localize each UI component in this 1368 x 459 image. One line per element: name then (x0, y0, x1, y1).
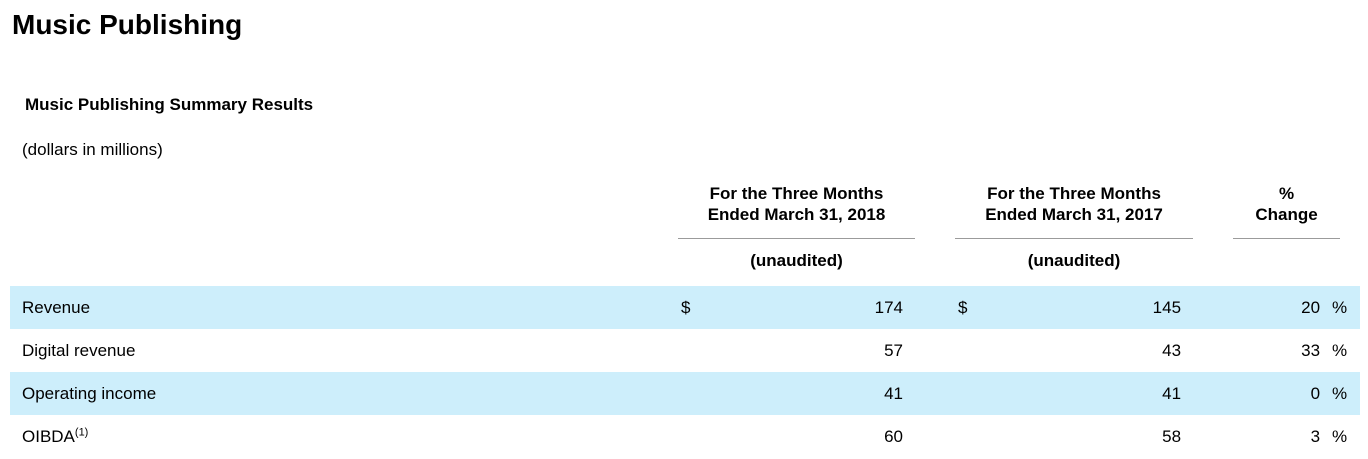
currency-symbol-2018: $ (681, 297, 691, 317)
pct-change-value: 3 (1310, 426, 1321, 446)
currency-symbol-2018 (678, 415, 708, 458)
column-gap (1193, 239, 1233, 286)
column-header-pct-line2: Change (1255, 205, 1318, 224)
row-label-text: OIBDA (22, 426, 75, 446)
column-gap (1193, 415, 1233, 458)
pct-change-value: 0 (1310, 383, 1321, 403)
row-label: OIBDA(1) (10, 415, 678, 458)
currency-symbol-2017 (955, 329, 985, 372)
column-header-2017: For the Three Months Ended March 31, 201… (955, 183, 1194, 239)
unaudited-label-pct (1233, 239, 1360, 286)
value-2017: 58 (1162, 426, 1182, 446)
table-row-revenue: Revenue $ 174 $ 145 20 % (10, 286, 1361, 329)
value-2017: 145 (1152, 297, 1182, 317)
percent-sign: % (1332, 426, 1348, 446)
row-label: Digital revenue (10, 329, 678, 372)
column-gap (915, 415, 955, 458)
row-label: Revenue (10, 286, 678, 329)
percent-sign: % (1332, 297, 1348, 317)
column-header-row: For the Three Months Ended March 31, 201… (10, 183, 1360, 239)
column-header-2017-line1: For the Three Months (987, 184, 1161, 203)
column-underline-2018 (678, 238, 916, 239)
pct-change-value: 33 (1301, 340, 1321, 360)
row-label-text: Digital revenue (22, 340, 136, 360)
column-header-pct-change-title: % Change (1233, 183, 1340, 225)
row-label-header-empty (10, 183, 678, 239)
row-label: Operating income (10, 372, 678, 415)
column-gap (1193, 329, 1233, 372)
row-label-header-empty (10, 239, 678, 286)
value-2018: 60 (884, 426, 904, 446)
column-header-2018-title: For the Three Months Ended March 31, 201… (678, 183, 915, 225)
column-header-2017-line2: Ended March 31, 2017 (985, 205, 1163, 224)
column-gap (915, 286, 955, 329)
table-row-oibda: OIBDA(1) 60 58 3 % (10, 415, 1360, 458)
percent-sign: % (1332, 340, 1348, 360)
page-title: Music Publishing (12, 9, 243, 40)
pct-change-value: 20 (1301, 297, 1321, 317)
unaudited-label-2017: (unaudited) (1027, 251, 1121, 270)
column-underline-2017 (955, 238, 1194, 239)
column-gap (1193, 286, 1233, 329)
column-gap (915, 372, 955, 415)
column-header-2018-line2: Ended March 31, 2018 (707, 205, 886, 224)
currency-symbol-2017 (955, 415, 985, 458)
table-row-operating-income: Operating income 41 41 0 % (10, 372, 1361, 415)
summary-results-table: For the Three Months Ended March 31, 201… (10, 183, 1361, 458)
currency-symbol-2017 (955, 372, 985, 415)
column-header-pct-line1: % (1278, 184, 1295, 203)
unaudited-label-2018: (unaudited) (750, 251, 843, 270)
column-header-2017-title: For the Three Months Ended March 31, 201… (955, 183, 1193, 225)
column-header-2018-line1: For the Three Months (709, 184, 884, 203)
currency-symbol-2018 (678, 329, 708, 372)
unaudited-row: (unaudited) (unaudited) (10, 239, 1360, 286)
value-2017: 43 (1162, 340, 1182, 360)
percent-sign: % (1332, 383, 1348, 403)
value-2017: 41 (1162, 383, 1182, 403)
currency-symbol-2017: $ (958, 297, 968, 317)
row-label-text: Revenue (22, 297, 91, 317)
currency-symbol-2018 (678, 372, 708, 415)
table-row-digital-revenue: Digital revenue 57 43 33 % (10, 329, 1360, 372)
section-heading: Music Publishing Summary Results (25, 95, 314, 114)
value-2018: 174 (874, 297, 904, 317)
units-note: (dollars in millions) (22, 140, 163, 159)
row-label-text: Operating income (22, 383, 157, 403)
row-footnote-ref: (1) (74, 425, 89, 438)
column-underline-pct-change (1233, 238, 1341, 239)
column-gap (915, 239, 955, 286)
column-header-2018: For the Three Months Ended March 31, 201… (678, 183, 916, 239)
value-2018: 41 (884, 383, 904, 403)
column-gap (1193, 183, 1233, 239)
column-gap (915, 183, 955, 239)
column-header-pct-change: % Change (1233, 183, 1360, 239)
column-gap (915, 329, 955, 372)
column-gap (1193, 372, 1233, 415)
value-2018: 57 (884, 340, 904, 360)
